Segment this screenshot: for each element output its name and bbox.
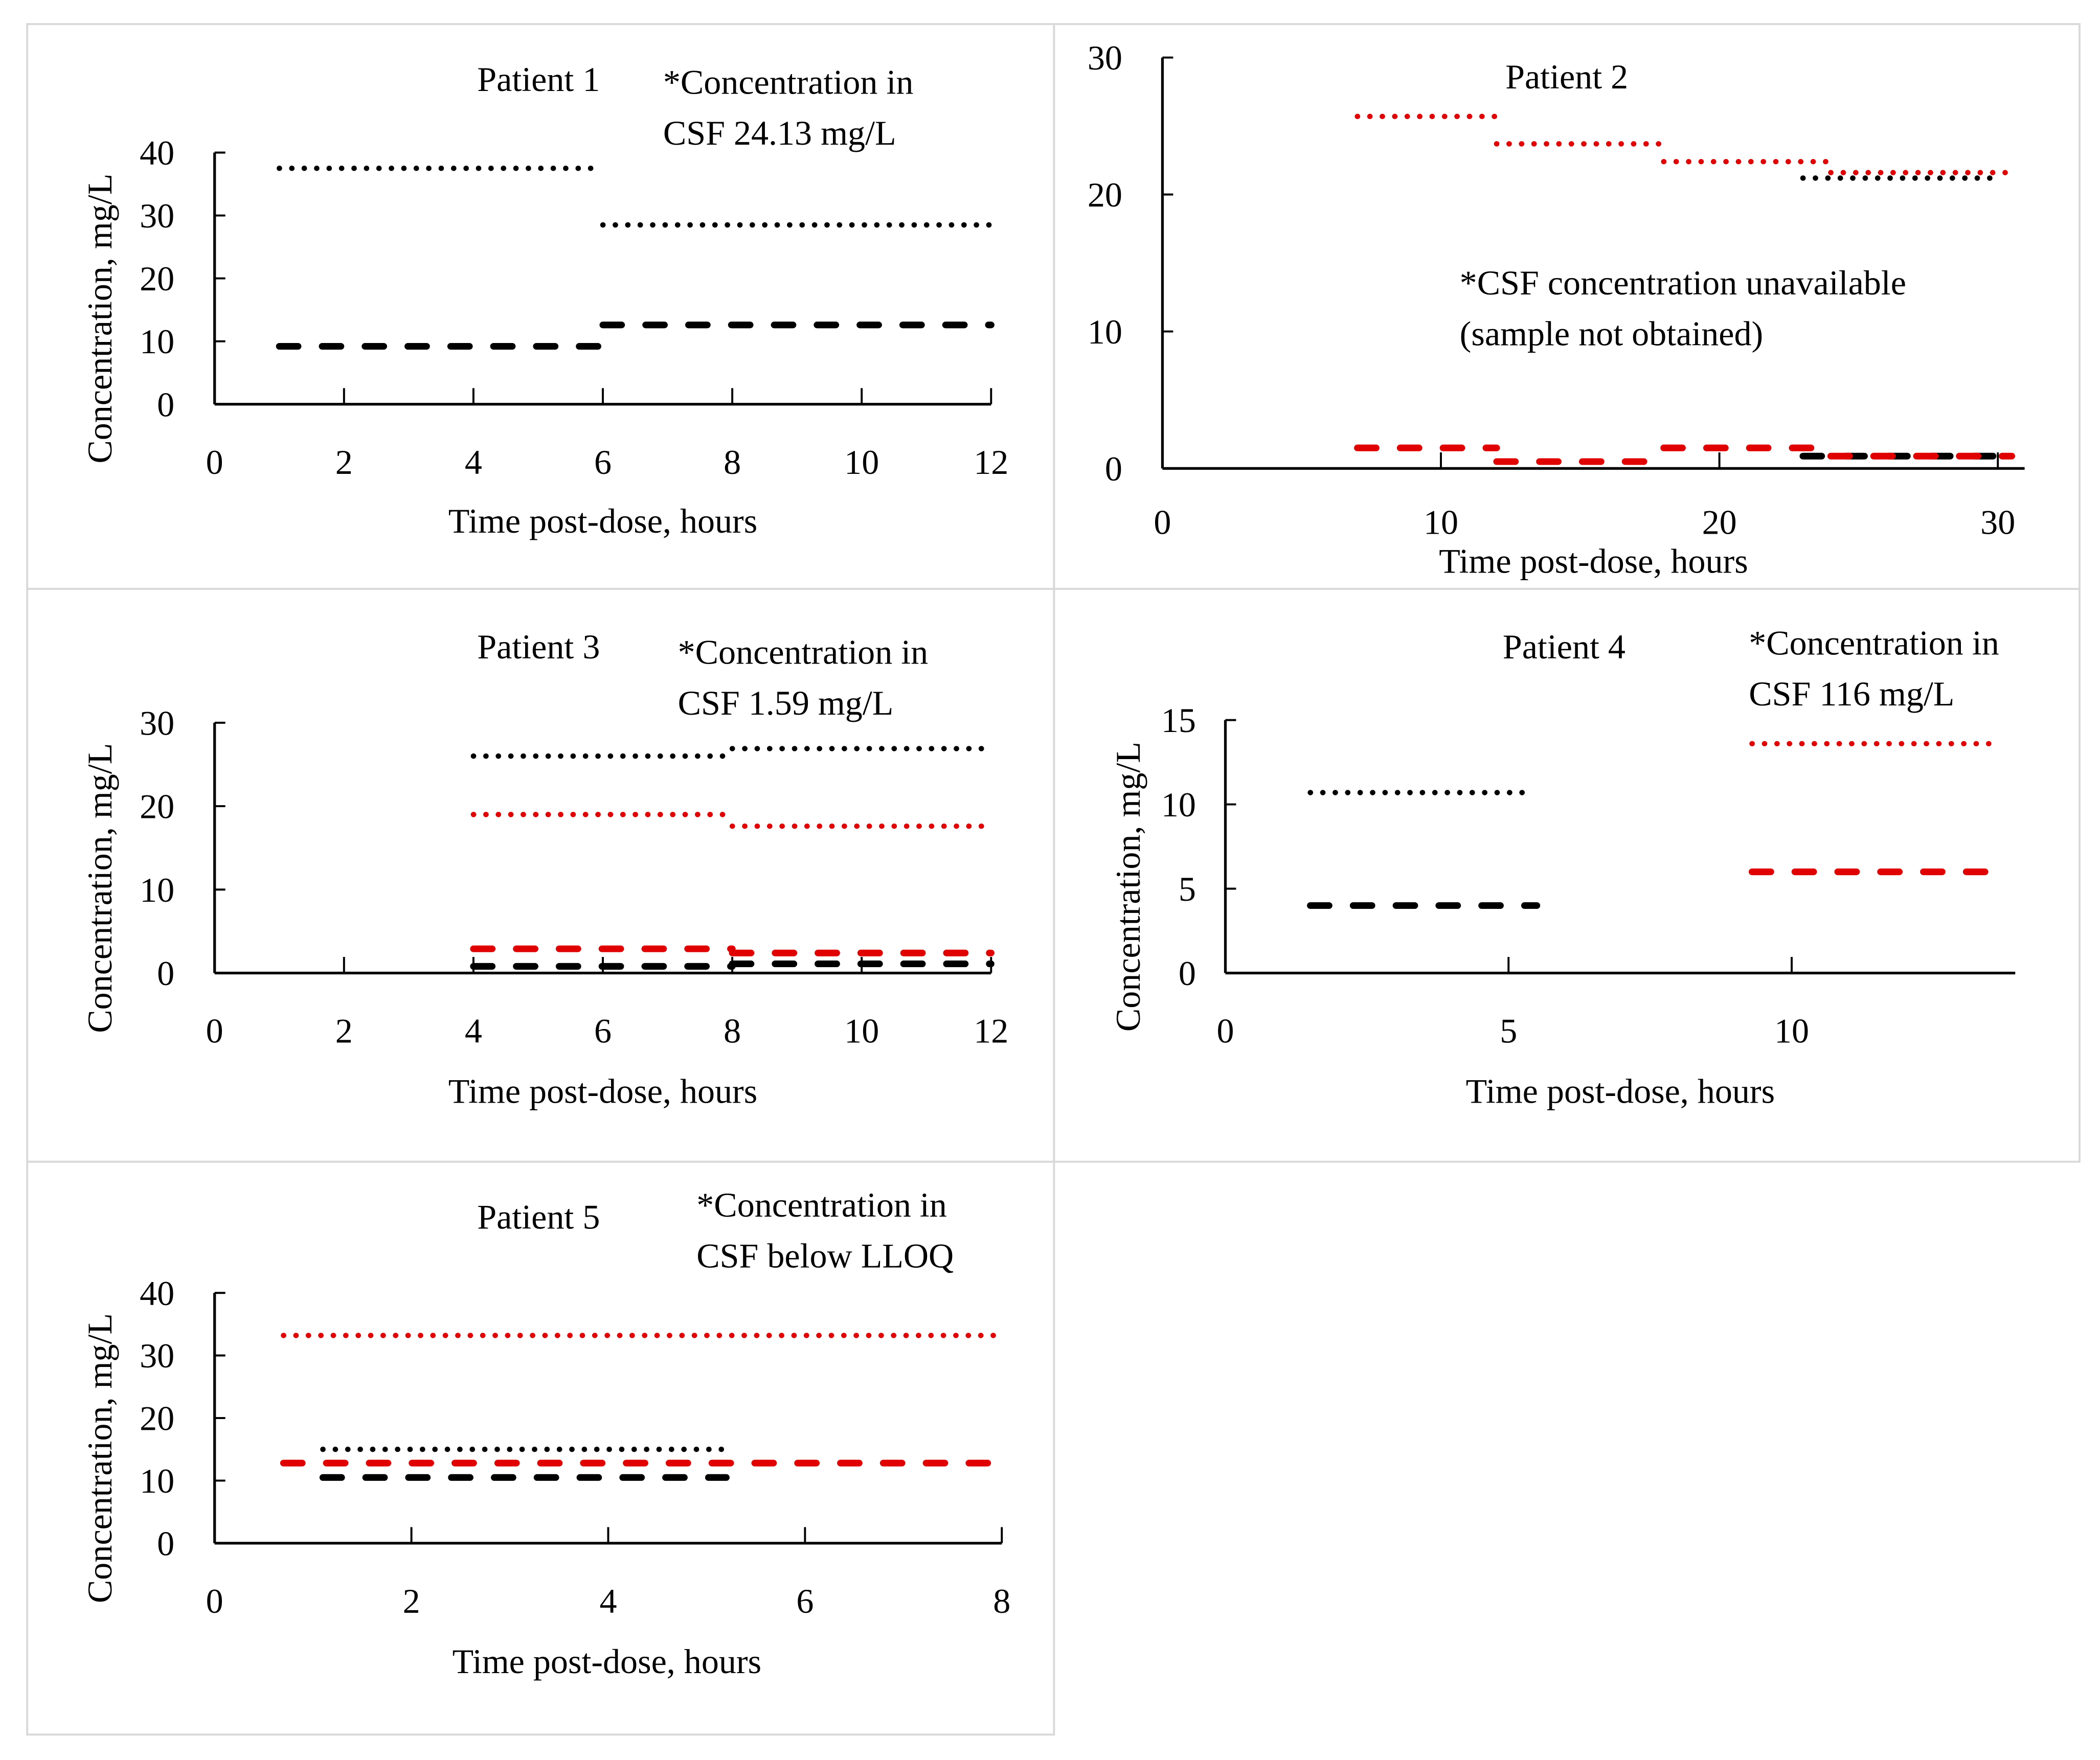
x-tick-label: 30	[1980, 503, 2015, 542]
y-tick-label: 0	[1179, 954, 1196, 993]
csf-annotation: *CSF concentration unavailable	[1460, 263, 1906, 302]
csf-annotation: *Concentration in	[678, 633, 929, 672]
x-tick-label: 0	[206, 1582, 223, 1620]
x-axis-label: Time post-dose, hours	[453, 1642, 761, 1681]
x-tick-label: 2	[335, 443, 353, 482]
csf-annotation: CSF 24.13 mg/L	[663, 113, 896, 152]
x-tick-label: 10	[1424, 503, 1458, 542]
x-tick-label: 2	[403, 1582, 420, 1620]
x-tick-label: 6	[594, 443, 612, 482]
x-tick-label: 4	[465, 443, 482, 482]
y-tick-label: 40	[140, 1274, 174, 1313]
x-tick-label: 10	[1774, 1012, 1809, 1050]
panel-title: Patient 2	[1505, 57, 1628, 96]
csf-annotation: *Concentration in	[1749, 623, 1999, 662]
y-tick-label: 30	[140, 1336, 174, 1375]
panel-patient-2: 0 10 20 30 0 10 20 30 Patient 2 *CSF concentratio…	[1053, 23, 2081, 590]
y-axis-label: Concentration, mg/L	[80, 743, 119, 1033]
y-tick-label: 15	[1161, 701, 1196, 740]
csf-annotation: (sample not obtained)	[1460, 314, 1764, 353]
y-tick-label: 0	[157, 385, 174, 424]
panel-patient-5: 0 2 4 6 8 0 10 20 30 40 Patient 5 *Concentration in…	[26, 1160, 1055, 1736]
y-tick-label: 20	[140, 787, 174, 826]
csf-annotation: CSF below LLOQ	[696, 1236, 954, 1275]
x-tick-label: 8	[724, 1012, 741, 1050]
y-tick-label: 5	[1179, 870, 1196, 908]
panel-patient-4: 0 5 10 0 5 10 15 Patient 4 *Concentration in CSF …	[1053, 588, 2081, 1163]
x-tick-label: 6	[594, 1012, 612, 1050]
x-axis-label: Time post-dose, hours	[1439, 542, 1748, 581]
y-tick-label: 20	[1088, 175, 1122, 214]
panel-title: Patient 4	[1503, 627, 1625, 666]
y-tick-label: 20	[140, 1399, 174, 1438]
y-tick-label: 0	[157, 1524, 174, 1563]
y-axis-label: Concentration, mg/L	[80, 174, 119, 464]
x-tick-label: 0	[1154, 503, 1171, 542]
x-tick-label: 5	[1500, 1012, 1517, 1050]
csf-annotation: *Concentration in	[696, 1185, 947, 1224]
y-tick-label: 0	[1105, 449, 1122, 488]
x-tick-label: 8	[724, 443, 741, 482]
panel-border	[1053, 588, 2081, 1163]
x-tick-label: 10	[844, 443, 879, 482]
panel-title: Patient 5	[477, 1198, 600, 1237]
x-tick-label: 10	[844, 1012, 879, 1050]
x-tick-label: 0	[1216, 1012, 1234, 1050]
x-axis-label: Time post-dose, hours	[448, 501, 757, 540]
y-tick-label: 10	[140, 1461, 174, 1500]
x-tick-label: 2	[335, 1012, 353, 1050]
x-tick-label: 8	[993, 1582, 1010, 1620]
y-tick-label: 10	[1088, 312, 1122, 351]
panel-patient-3: 0 2 4 6 8 10 12 0 10 20 30 Patient 3 *Concentration …	[26, 588, 1055, 1163]
panel-title: Patient 1	[477, 60, 600, 99]
panel-border	[26, 1160, 1055, 1736]
y-tick-label: 30	[140, 196, 174, 235]
x-tick-label: 0	[206, 443, 223, 482]
x-tick-label: 6	[796, 1582, 814, 1620]
y-axis-label: Concentration, mg/L	[1109, 742, 1147, 1032]
x-tick-label: 4	[599, 1582, 617, 1620]
panel-patient-1: 0 2 4 6 8 10 12 0 10 20 30 40 Patient 1 *Concentratio…	[26, 23, 1055, 590]
x-tick-label: 20	[1702, 503, 1737, 542]
y-tick-label: 10	[140, 871, 174, 909]
x-tick-label: 4	[465, 1012, 482, 1050]
y-tick-label: 30	[140, 703, 174, 742]
y-tick-label: 40	[140, 133, 174, 172]
y-tick-label: 0	[157, 954, 174, 993]
x-axis-label: Time post-dose, hours	[448, 1071, 757, 1110]
csf-annotation: CSF 116 mg/L	[1749, 674, 1954, 713]
y-tick-label: 30	[1088, 38, 1122, 77]
panel-border	[1053, 23, 2081, 590]
panel-title: Patient 3	[477, 627, 600, 666]
csf-annotation: *Concentration in	[663, 62, 914, 101]
y-axis-label: Concentration, mg/L	[80, 1313, 119, 1603]
csf-annotation: CSF 1.59 mg/L	[678, 683, 894, 722]
y-tick-label: 10	[1161, 785, 1196, 824]
x-tick-label: 0	[206, 1012, 223, 1050]
y-tick-label: 20	[140, 259, 174, 298]
x-axis-label: Time post-dose, hours	[1466, 1071, 1775, 1110]
x-tick-label: 12	[974, 443, 1008, 482]
x-tick-label: 12	[974, 1012, 1008, 1050]
y-tick-label: 10	[140, 322, 174, 361]
